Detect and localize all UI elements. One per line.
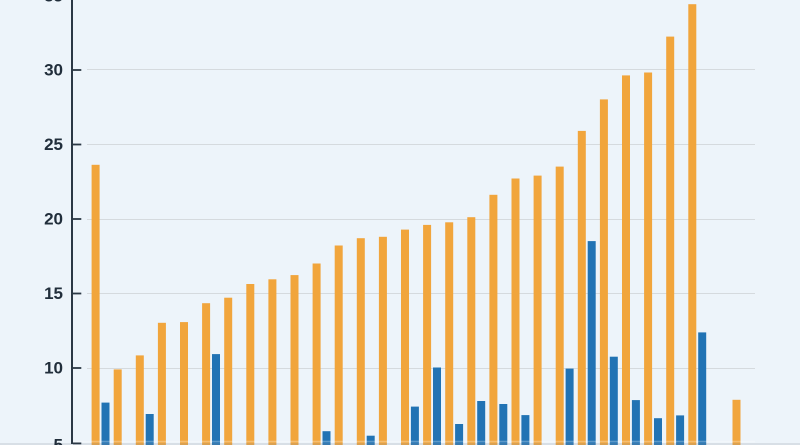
svg-text:35: 35 <box>44 0 63 5</box>
svg-text:10: 10 <box>44 359 63 378</box>
svg-text:15: 15 <box>44 284 63 303</box>
svg-text:30: 30 <box>44 61 63 80</box>
svg-text:25: 25 <box>44 135 63 154</box>
svg-text:5: 5 <box>54 436 63 445</box>
svg-text:20: 20 <box>44 210 63 229</box>
